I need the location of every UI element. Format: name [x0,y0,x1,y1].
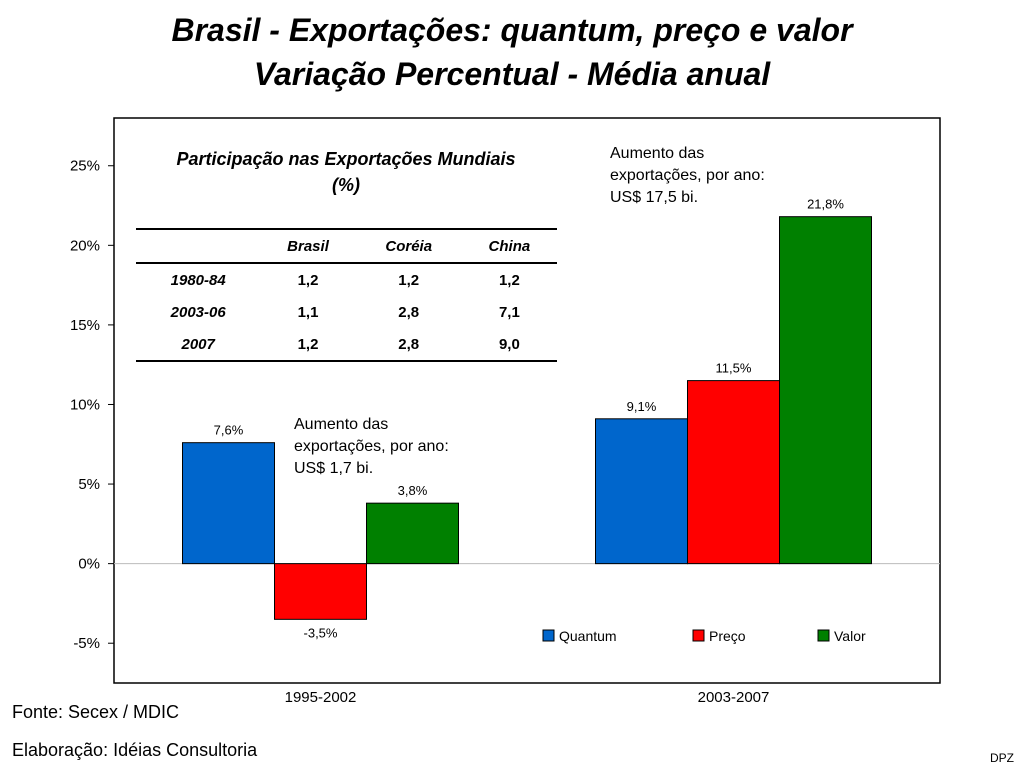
legend-label: Valor [834,628,866,644]
y-tick-label: 0% [78,556,100,573]
table-cell: 1,2 [297,335,319,353]
row-label: 2003-06 [170,303,226,321]
annotation-right: Aumento das exportações, por ano: US$ 17… [610,143,765,209]
annotation-left-line-1: Aumento das [294,416,389,433]
y-tick-label: 20% [70,237,100,254]
bar-quantum-0 [182,442,275,565]
table-cell: 1,2 [297,271,319,289]
inset-title-line-2: (%) [332,175,360,195]
legend-swatch [692,629,705,642]
table-cell: 7,1 [498,303,520,321]
column-header-blank [136,229,260,263]
slide-title-line-2: Variação Percentual - Média anual [253,56,771,92]
y-tick-label: 10% [70,396,100,413]
column-header-coreia: Coréia [385,237,433,255]
bar-valor-1 [779,216,872,565]
legend: Quantum Preço Valor [542,628,866,644]
bars [182,216,872,620]
bar-quantum-1 [595,418,688,565]
table-cell: 2,8 [398,303,420,321]
footer-tag: DPZ [990,751,1014,765]
y-tick-label: 15% [70,317,100,334]
bar-value-label: 9,1% [627,399,657,414]
inset-table-title: Participação nas Exportações Mundiais (%… [138,146,554,198]
annotation-left-line-2: exportações, por ano: [294,438,449,455]
table-cell: 2,8 [398,335,420,353]
category-labels: 1995-2002 2003-2007 [285,689,770,706]
table-row: 1980-84 1,2 1,2 1,2 [136,263,557,296]
legend-label: Preço [709,628,746,644]
annotation-right-line-2: exportações, por ano: [610,167,765,184]
table-row: 2003-06 1,1 2,8 7,1 [136,296,557,328]
annotation-left: Aumento das exportações, por ano: US$ 1,… [294,414,449,480]
bar-value-label: 11,5% [716,361,752,376]
bar-value-label: 3,8% [398,483,428,498]
plot-frame [113,117,941,684]
author-note: Elaboração: Idéias Consultoria [12,740,258,760]
legend-swatch [817,629,830,642]
table-cell: 9,0 [498,335,520,353]
source-note: Fonte: Secex / MDIC [12,702,180,722]
y-tick-label: -5% [73,635,100,652]
x-category-label: 1995-2002 [285,689,357,706]
annotation-left-line-3: US$ 1,7 bi. [294,460,374,477]
table-cell: 1,2 [398,271,420,289]
slide-title-line-1: Brasil - Exportações: quantum, preço e v… [171,12,853,48]
y-tick-label: 5% [78,476,100,493]
annotation-right-line-3: US$ 17,5 bi. [610,189,699,206]
bar-value-label: 21,8% [807,197,844,212]
table-cell: 1,1 [297,303,319,321]
table-row: 2007 1,2 2,8 9,0 [136,328,557,361]
bar-value-label: -3,5% [304,625,338,640]
bar-pre-o-0 [274,563,367,620]
legend-label: Quantum [559,628,617,644]
table-cell: 1,2 [498,271,520,289]
data-labels: 7,6% -3,5% 3,8% 9,1% 11,5% 21,8% [214,197,845,641]
export-share-table: Brasil Coréia China 1980-84 1,2 1,2 1,2 … [136,228,557,362]
row-label: 1980-84 [170,271,226,289]
annotation-right-line-1: Aumento das [610,145,705,162]
bar-valor-0 [366,502,459,565]
bar-pre-o-1 [687,380,780,565]
row-label: 2007 [181,335,215,353]
bar-value-label: 7,6% [214,423,244,438]
column-header-china: China [488,237,531,255]
column-header-brasil: Brasil [287,237,329,255]
y-tick-label: 25% [70,158,100,175]
x-category-label: 2003-2007 [698,689,770,706]
inset-title-line-1: Participação nas Exportações Mundiais [176,149,516,169]
table-header-row: Brasil Coréia China [136,229,557,263]
legend-swatch [542,629,555,642]
